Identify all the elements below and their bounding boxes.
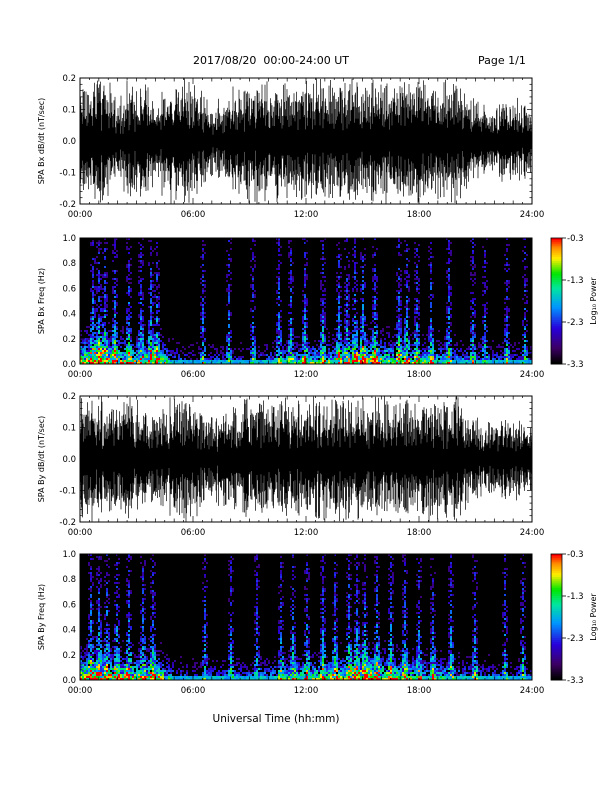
x-tick-label: 12:00 — [294, 528, 319, 538]
colorbar-tick-label: -1.3 — [567, 276, 584, 286]
x-tick-label: 00:00 — [68, 210, 93, 220]
y-axis-label: SPA By Freq (Hz) — [37, 584, 46, 650]
y-axis: 1.0 0.8 0.6 0.4 0.2 0.0 — [62, 550, 532, 686]
colorbar-frame — [550, 237, 563, 365]
x-tick-label: 00:00 — [68, 370, 93, 380]
y-tick-label: 0.0 — [62, 360, 76, 370]
colorbar-tick-label: -2.3 — [567, 634, 584, 644]
x-tick-label: 06:00 — [181, 210, 206, 220]
y-tick-label: 0.8 — [62, 259, 76, 269]
x-tick-label: 18:00 — [407, 370, 432, 380]
y-tick-label: -0.1 — [59, 169, 76, 179]
colorbar-tick-label: -2.3 — [567, 318, 584, 328]
x-axis: 00:00 06:00 12:00 18:00 24:00 — [68, 238, 545, 380]
by-waveform-panel: 0.2 0.1 0.0 -0.1 -0.2 SPA By dB/dt (nT/sec) 00… — [37, 392, 544, 538]
y-tick-label: 0.4 — [62, 310, 76, 320]
y-tick-label: 0.2 — [62, 335, 76, 345]
x-tick-label: 00:00 — [68, 686, 93, 696]
colorbar: -0.3 -1.3 -2.3 -3.3 Log₁₀ Power — [550, 550, 598, 686]
y-tick-label: 1.0 — [62, 234, 76, 244]
spectrogram-cells — [80, 238, 532, 364]
x-tick-label: 18:00 — [407, 528, 432, 538]
page-title: 2017/08/20 00:00-24:00 UT — [193, 54, 350, 67]
x-tick-label: 18:00 — [407, 686, 432, 696]
x-tick-label: 24:00 — [520, 210, 545, 220]
y-tick-label: 0.2 — [62, 392, 76, 402]
x-tick-label: 06:00 — [181, 686, 206, 696]
y-axis: 0.2 0.1 0.0 -0.1 -0.2 — [59, 74, 532, 210]
colorbar-label: Log₁₀ Power — [589, 593, 598, 641]
colorbar-frame — [550, 553, 563, 681]
y-tick-label: 0.2 — [62, 74, 76, 84]
y-tick-label: -0.1 — [59, 487, 76, 497]
page-number: Page 1/1 — [478, 54, 526, 67]
y-tick-label: 0.0 — [62, 676, 76, 686]
y-tick-label: 0.4 — [62, 626, 76, 636]
y-axis-label: SPA By dB/dt (nT/sec) — [37, 416, 46, 503]
y-tick-label: 0.0 — [62, 137, 76, 147]
y-axis: 1.0 0.8 0.6 0.4 0.2 0.0 — [62, 234, 532, 370]
y-axis: 0.2 0.1 0.0 -0.1 -0.2 — [59, 392, 532, 528]
y-tick-label: 0.1 — [62, 424, 76, 434]
x-tick-label: 24:00 — [520, 528, 545, 538]
colorbar-label: Log₁₀ Power — [589, 277, 598, 325]
bx-waveform-panel: 0.2 0.1 0.0 -0.1 -0.2 SPA Bx dB/dt (nT/sec) 00… — [37, 74, 544, 220]
x-tick-label: 12:00 — [294, 210, 319, 220]
colorbar-tick-label: -0.3 — [567, 234, 584, 244]
colorbar-tick-label: -0.3 — [567, 550, 584, 560]
x-tick-label: 24:00 — [520, 686, 545, 696]
spectrogram-cells — [80, 554, 532, 680]
x-axis: 00:00 06:00 12:00 18:00 24:00 — [68, 78, 545, 220]
x-tick-label: 18:00 — [407, 210, 432, 220]
colorbar: -0.3 -1.3 -2.3 -3.3 Log₁₀ Power — [550, 234, 598, 370]
y-tick-label: 1.0 — [62, 550, 76, 560]
y-tick-label: 0.8 — [62, 575, 76, 585]
x-axis: 00:00 06:00 12:00 18:00 24:00 — [68, 554, 545, 696]
y-tick-label: 0.1 — [62, 106, 76, 116]
x-axis: 00:00 06:00 12:00 18:00 24:00 — [68, 396, 545, 538]
y-tick-label: 0.0 — [62, 455, 76, 465]
x-tick-label: 12:00 — [294, 370, 319, 380]
x-tick-label: 06:00 — [181, 370, 206, 380]
x-tick-label: 00:00 — [68, 528, 93, 538]
x-tick-label: 24:00 — [520, 370, 545, 380]
x-tick-label: 06:00 — [181, 528, 206, 538]
y-tick-label: 0.2 — [62, 651, 76, 661]
x-axis-label: Universal Time (hh:mm) — [213, 713, 340, 725]
y-axis-label: SPA Bx dB/dt (nT/sec) — [37, 98, 46, 185]
colorbar-tick-label: -3.3 — [567, 360, 584, 370]
y-tick-label: 0.6 — [62, 600, 76, 610]
colorbar-tick-label: -1.3 — [567, 592, 584, 602]
y-axis-label: SPA Bx Freq (Hz) — [37, 268, 46, 334]
y-tick-label: -0.2 — [59, 518, 76, 528]
colorbar-tick-label: -3.3 — [567, 676, 584, 686]
x-tick-label: 12:00 — [294, 686, 319, 696]
y-tick-label: 0.6 — [62, 284, 76, 294]
y-tick-label: -0.2 — [59, 200, 76, 210]
